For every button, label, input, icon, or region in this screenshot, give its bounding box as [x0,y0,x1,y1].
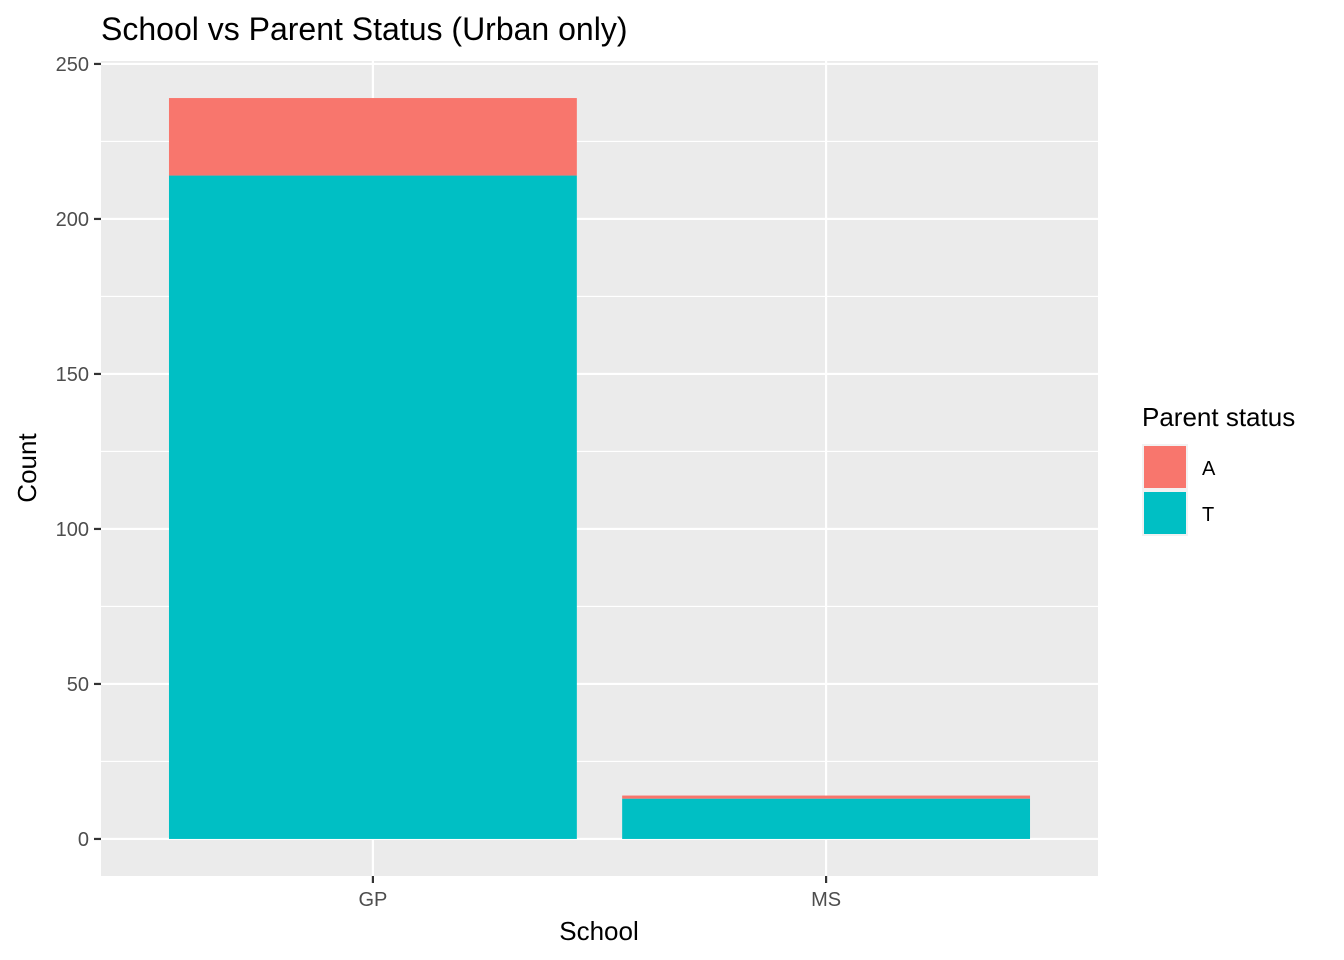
y-axis-title: Count [12,433,42,503]
x-axis: GP MS [358,876,841,911]
y-tick-label: 0 [78,829,89,851]
legend-key-A [1144,446,1186,488]
x-tick-label: GP [358,889,387,911]
x-axis-title: School [559,916,639,946]
bar-GP-T [168,175,577,839]
legend-title: Parent status [1142,402,1295,432]
chart-title: School vs Parent Status (Urban only) [101,11,627,47]
x-tick-label: MS [811,889,841,911]
y-tick-label: 150 [56,364,89,386]
y-tick-label: 250 [56,54,89,76]
y-tick-label: 200 [56,209,89,231]
legend-label-A: A [1202,458,1216,480]
legend-key-T [1144,492,1186,534]
bars [168,98,1031,839]
legend: Parent status A T [1142,402,1295,536]
bar-MS-A [622,795,1031,799]
bar-GP-A [168,98,577,176]
y-axis: 0 50 100 150 200 250 [56,54,101,851]
y-tick-label: 100 [56,519,89,541]
legend-label-T: T [1202,504,1214,526]
y-tick-label: 50 [67,674,89,696]
bar-MS-T [622,798,1031,839]
